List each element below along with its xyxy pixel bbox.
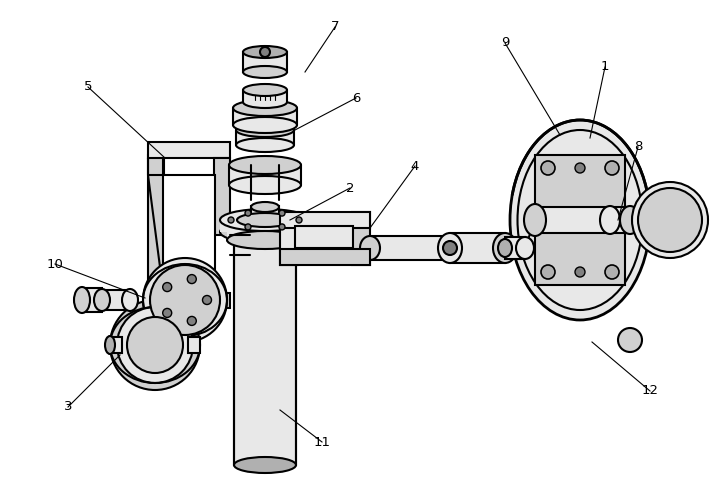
Bar <box>370 236 450 260</box>
Bar <box>148 293 230 308</box>
Bar <box>233 108 297 125</box>
Circle shape <box>117 307 193 383</box>
Ellipse shape <box>510 120 650 320</box>
Circle shape <box>279 224 285 230</box>
Circle shape <box>260 47 270 57</box>
Circle shape <box>163 282 172 292</box>
Ellipse shape <box>600 206 620 234</box>
Ellipse shape <box>360 236 380 260</box>
Bar <box>82 288 102 312</box>
Ellipse shape <box>233 117 297 133</box>
Text: 6: 6 <box>352 92 360 104</box>
Bar <box>243 52 287 72</box>
Circle shape <box>443 241 457 255</box>
Bar <box>535 207 670 233</box>
Circle shape <box>127 317 183 373</box>
Bar <box>352 212 370 265</box>
Text: 8: 8 <box>634 141 642 154</box>
Ellipse shape <box>234 217 296 233</box>
Circle shape <box>163 308 172 317</box>
Circle shape <box>605 161 619 175</box>
Bar <box>280 212 370 228</box>
Text: 4: 4 <box>411 159 419 173</box>
Circle shape <box>618 328 642 352</box>
Ellipse shape <box>122 289 138 311</box>
Circle shape <box>541 265 555 279</box>
Circle shape <box>605 265 619 279</box>
Bar <box>188 337 200 353</box>
Circle shape <box>150 265 220 335</box>
Bar <box>227 230 303 240</box>
Ellipse shape <box>236 138 294 152</box>
Bar <box>148 155 164 305</box>
Circle shape <box>575 163 585 173</box>
Bar <box>220 220 310 232</box>
Ellipse shape <box>251 202 279 212</box>
Circle shape <box>245 224 251 230</box>
Ellipse shape <box>229 176 301 194</box>
Circle shape <box>638 188 702 252</box>
Bar <box>535 155 625 285</box>
Circle shape <box>541 161 555 175</box>
Text: 9: 9 <box>501 36 509 50</box>
Text: 2: 2 <box>346 182 355 194</box>
Text: 12: 12 <box>642 385 659 398</box>
Circle shape <box>575 267 585 277</box>
Circle shape <box>632 182 708 258</box>
Circle shape <box>279 210 285 216</box>
Bar <box>236 130 294 145</box>
Bar <box>110 337 122 353</box>
Ellipse shape <box>243 84 287 96</box>
Ellipse shape <box>220 221 310 243</box>
Ellipse shape <box>234 457 296 473</box>
Bar <box>214 158 230 235</box>
Ellipse shape <box>243 66 287 78</box>
Text: 11: 11 <box>313 435 330 449</box>
Ellipse shape <box>243 46 287 58</box>
Bar <box>280 212 298 265</box>
Ellipse shape <box>229 156 301 174</box>
Ellipse shape <box>233 100 297 116</box>
Circle shape <box>202 296 211 305</box>
Ellipse shape <box>498 239 512 257</box>
Bar <box>450 233 505 263</box>
Circle shape <box>245 210 251 216</box>
Bar <box>102 290 130 310</box>
Bar <box>148 142 230 158</box>
Bar <box>229 165 301 185</box>
Bar <box>251 206 279 220</box>
Text: 10: 10 <box>46 257 63 271</box>
Bar <box>280 249 370 265</box>
Ellipse shape <box>493 233 517 263</box>
Ellipse shape <box>524 204 546 236</box>
Bar <box>163 175 215 290</box>
Bar <box>243 90 287 102</box>
Text: 3: 3 <box>64 400 72 413</box>
Ellipse shape <box>237 213 293 227</box>
Bar <box>505 237 525 259</box>
Ellipse shape <box>620 206 640 234</box>
Circle shape <box>187 275 197 283</box>
Ellipse shape <box>94 289 110 311</box>
Ellipse shape <box>438 233 462 263</box>
Ellipse shape <box>105 336 115 354</box>
Ellipse shape <box>243 96 287 108</box>
Ellipse shape <box>516 237 534 259</box>
Ellipse shape <box>236 123 294 137</box>
Ellipse shape <box>227 231 303 249</box>
Ellipse shape <box>74 287 90 313</box>
Ellipse shape <box>220 209 310 231</box>
Text: 7: 7 <box>331 21 339 33</box>
Circle shape <box>110 300 200 390</box>
Bar <box>234 225 296 465</box>
Circle shape <box>187 316 197 325</box>
Text: 1: 1 <box>601 61 609 73</box>
Circle shape <box>143 258 227 342</box>
Bar <box>295 226 353 248</box>
Text: 5: 5 <box>84 81 93 93</box>
Circle shape <box>228 217 234 223</box>
Circle shape <box>296 217 302 223</box>
